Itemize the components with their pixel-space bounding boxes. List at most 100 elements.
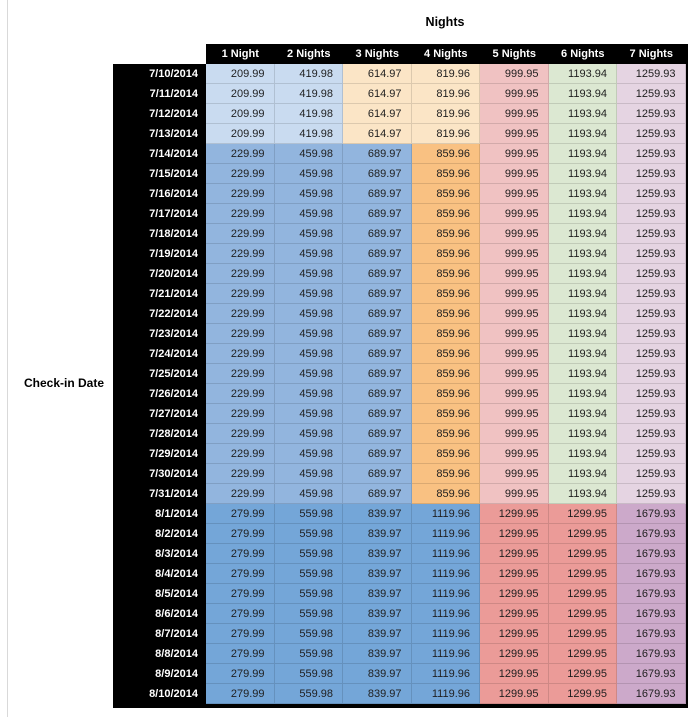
table-row: 7/20/2014 229.99 459.98 689.97 859.96 999.95 1… — [113, 264, 686, 284]
table-row: 7/31/2014 229.99 459.98 689.97 859.96 999.95 1… — [113, 484, 686, 504]
price-cell: 859.96 — [411, 244, 480, 264]
price-cell: 999.95 — [480, 244, 549, 264]
price-cell: 459.98 — [274, 244, 343, 264]
price-cell: 1679.93 — [617, 524, 686, 544]
price-cell: 1679.93 — [617, 684, 686, 704]
row-header-date: 8/5/2014 — [113, 584, 206, 604]
price-cell: 689.97 — [343, 364, 412, 384]
row-header-date: 7/11/2014 — [113, 84, 206, 104]
price-cell: 839.97 — [343, 644, 412, 664]
price-cell: 859.96 — [411, 224, 480, 244]
table-row: 7/13/2014 209.99 419.98 614.97 819.96 999.95 1… — [113, 124, 686, 144]
price-cell: 999.95 — [480, 324, 549, 344]
price-cell: 999.95 — [480, 384, 549, 404]
price-cell: 859.96 — [411, 384, 480, 404]
price-cell: 1193.94 — [548, 184, 617, 204]
price-cell: 1259.93 — [617, 344, 686, 364]
price-cell: 559.98 — [274, 664, 343, 684]
row-header-date: 8/8/2014 — [113, 644, 206, 664]
column-axis-title: Nights — [425, 15, 465, 29]
price-cell: 229.99 — [206, 284, 275, 304]
price-cell: 229.99 — [206, 264, 275, 284]
price-cell: 229.99 — [206, 164, 275, 184]
price-cell: 419.98 — [274, 104, 343, 124]
price-cell: 419.98 — [274, 124, 343, 144]
price-cell: 1299.95 — [480, 504, 549, 524]
price-cell: 1299.95 — [480, 584, 549, 604]
price-cell: 1193.94 — [548, 484, 617, 504]
row-header-date: 7/17/2014 — [113, 204, 206, 224]
price-cell: 999.95 — [480, 284, 549, 304]
price-cell: 559.98 — [274, 624, 343, 644]
table-row: 7/25/2014 229.99 459.98 689.97 859.96 999.95 1… — [113, 364, 686, 384]
table-row: 8/5/2014 279.99 559.98 839.97 1119.96 1299.95… — [113, 584, 686, 604]
row-header-date: 7/19/2014 — [113, 244, 206, 264]
price-cell: 999.95 — [480, 344, 549, 364]
row-header-date: 7/14/2014 — [113, 144, 206, 164]
price-cell: 1259.93 — [617, 184, 686, 204]
price-cell: 1119.96 — [411, 664, 480, 684]
price-cell: 1193.94 — [548, 124, 617, 144]
price-cell: 999.95 — [480, 264, 549, 284]
price-cell: 1299.95 — [480, 664, 549, 684]
price-cell: 559.98 — [274, 544, 343, 564]
price-cell: 559.98 — [274, 524, 343, 544]
price-cell: 1193.94 — [548, 104, 617, 124]
table-row: 8/6/2014 279.99 559.98 839.97 1119.96 1299.95… — [113, 604, 686, 624]
price-cell: 1193.94 — [548, 424, 617, 444]
price-cell: 999.95 — [480, 304, 549, 324]
price-cell: 1259.93 — [617, 164, 686, 184]
price-cell: 229.99 — [206, 364, 275, 384]
row-header-date: 7/25/2014 — [113, 364, 206, 384]
price-cell: 279.99 — [206, 664, 275, 684]
price-cell: 229.99 — [206, 204, 275, 224]
price-cell: 999.95 — [480, 124, 549, 144]
price-cell: 819.96 — [411, 104, 480, 124]
price-cell: 1259.93 — [617, 444, 686, 464]
price-cell: 689.97 — [343, 224, 412, 244]
price-cell: 999.95 — [480, 484, 549, 504]
price-cell: 1119.96 — [411, 544, 480, 564]
row-header-date: 7/26/2014 — [113, 384, 206, 404]
price-cell: 819.96 — [411, 84, 480, 104]
price-cell: 1299.95 — [548, 684, 617, 704]
price-cell: 1299.95 — [480, 564, 549, 584]
price-cell: 689.97 — [343, 204, 412, 224]
price-cell: 279.99 — [206, 504, 275, 524]
price-cell: 999.95 — [480, 224, 549, 244]
price-cell: 859.96 — [411, 464, 480, 484]
price-cell: 1299.95 — [480, 684, 549, 704]
price-cell: 1259.93 — [617, 384, 686, 404]
table-row: 7/29/2014 229.99 459.98 689.97 859.96 999.95 1… — [113, 444, 686, 464]
price-cell: 1299.95 — [480, 624, 549, 644]
price-cell: 559.98 — [274, 604, 343, 624]
price-cell: 419.98 — [274, 64, 343, 84]
table-row: 7/23/2014 229.99 459.98 689.97 859.96 999.95 1… — [113, 324, 686, 344]
price-cell: 1119.96 — [411, 644, 480, 664]
price-cell: 999.95 — [480, 64, 549, 84]
price-cell: 1299.95 — [548, 664, 617, 684]
table-row: 8/3/2014 279.99 559.98 839.97 1119.96 1299.95… — [113, 544, 686, 564]
price-cell: 1259.93 — [617, 284, 686, 304]
price-cell: 689.97 — [343, 404, 412, 424]
table-row: 7/14/2014 229.99 459.98 689.97 859.96 999.95 1… — [113, 144, 686, 164]
price-cell: 999.95 — [480, 184, 549, 204]
price-cell: 1259.93 — [617, 404, 686, 424]
price-cell: 839.97 — [343, 544, 412, 564]
price-cell: 859.96 — [411, 184, 480, 204]
price-cell: 689.97 — [343, 144, 412, 164]
price-cell: 1299.95 — [548, 504, 617, 524]
price-cell: 229.99 — [206, 184, 275, 204]
price-cell: 999.95 — [480, 444, 549, 464]
price-cell: 1119.96 — [411, 564, 480, 584]
table-row: 7/16/2014 229.99 459.98 689.97 859.96 999.95 1… — [113, 184, 686, 204]
price-cell: 1193.94 — [548, 304, 617, 324]
price-cell: 1299.95 — [548, 524, 617, 544]
price-cell: 859.96 — [411, 264, 480, 284]
price-cell: 614.97 — [343, 84, 412, 104]
price-cell: 279.99 — [206, 624, 275, 644]
price-cell: 559.98 — [274, 684, 343, 704]
price-cell: 999.95 — [480, 424, 549, 444]
price-cell: 689.97 — [343, 444, 412, 464]
price-cell: 614.97 — [343, 124, 412, 144]
